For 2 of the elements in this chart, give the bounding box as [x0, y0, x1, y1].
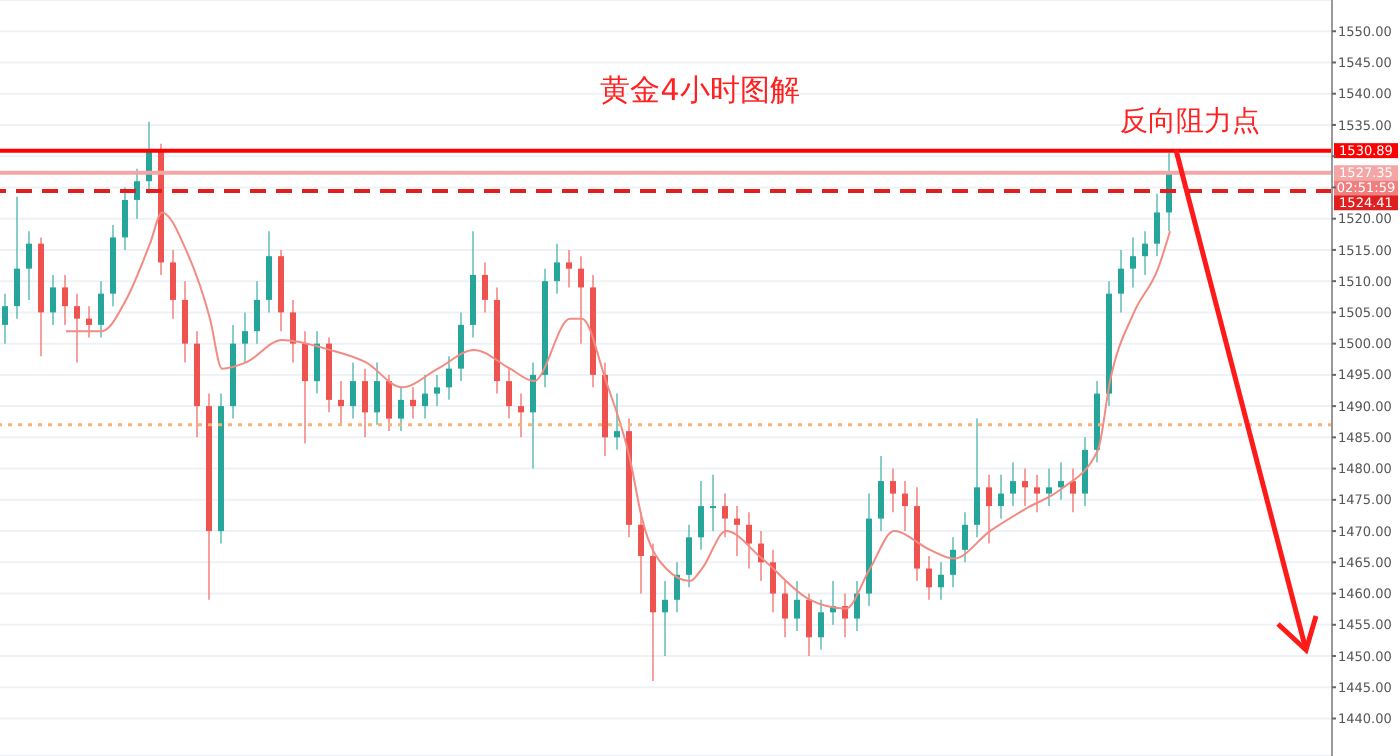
text: 黄金4小时图解 [598, 72, 802, 110]
annotation: 反向阻力点 [1120, 104, 1260, 141]
